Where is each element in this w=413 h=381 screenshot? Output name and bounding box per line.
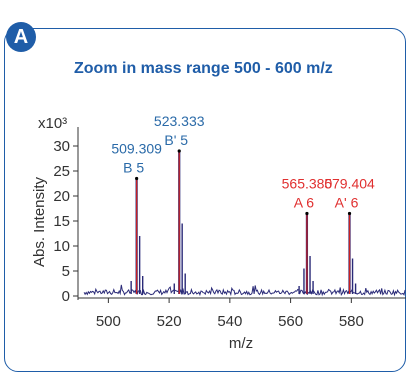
x-tick-label: 520 xyxy=(157,313,182,330)
x-axis-label: m/z xyxy=(229,335,253,352)
peak-name-label: B' 5 xyxy=(164,132,188,148)
peak-name-label: B 5 xyxy=(123,160,144,176)
x-tick-label: 560 xyxy=(278,313,303,330)
peak-marker xyxy=(305,211,309,216)
y-tick-label: 0 xyxy=(62,288,70,305)
peak-mz-label: 523.333 xyxy=(154,113,205,129)
y-tick-label: 10 xyxy=(53,238,70,255)
panel-title: Zoom in mass range 500 - 600 m/z xyxy=(74,60,333,77)
x-tick-label: 580 xyxy=(339,313,364,330)
y-scale-label: x10³ xyxy=(38,115,67,132)
panel-badge: A xyxy=(6,22,36,52)
peak-marker xyxy=(347,211,352,216)
x-tick-label: 540 xyxy=(217,313,242,330)
y-axis: 0 5 10 15 20 25 30 xyxy=(53,127,79,305)
peak-labels: 509.309 B 5 523.333 B' 5 565.380 A 6 579.404 A'… xyxy=(111,113,375,211)
noise-baseline xyxy=(83,284,406,297)
panel-card xyxy=(4,28,406,372)
y-tick-label: 15 xyxy=(53,213,70,230)
peak-mz-label: 509.309 xyxy=(111,141,162,157)
peak-marker xyxy=(177,149,181,153)
peak-name-label: A' 6 xyxy=(335,195,359,211)
x-tick-label: 500 xyxy=(96,313,121,330)
peak-mz-label: 565.380 xyxy=(282,176,333,192)
y-tick-label: 20 xyxy=(53,188,70,205)
noise-trace xyxy=(83,284,406,297)
peak-mz-label: 579.404 xyxy=(324,176,375,192)
peak-name-label: A 6 xyxy=(294,195,314,211)
peak-series xyxy=(130,149,357,294)
y-axis-label: Abs. Intensity xyxy=(31,176,48,267)
y-tick-label: 30 xyxy=(53,138,70,155)
y-tick-label: 25 xyxy=(53,163,70,180)
x-axis: 500 520 540 560 580 xyxy=(78,297,406,330)
y-tick-label: 5 xyxy=(62,263,70,280)
peak-marker xyxy=(135,176,139,181)
